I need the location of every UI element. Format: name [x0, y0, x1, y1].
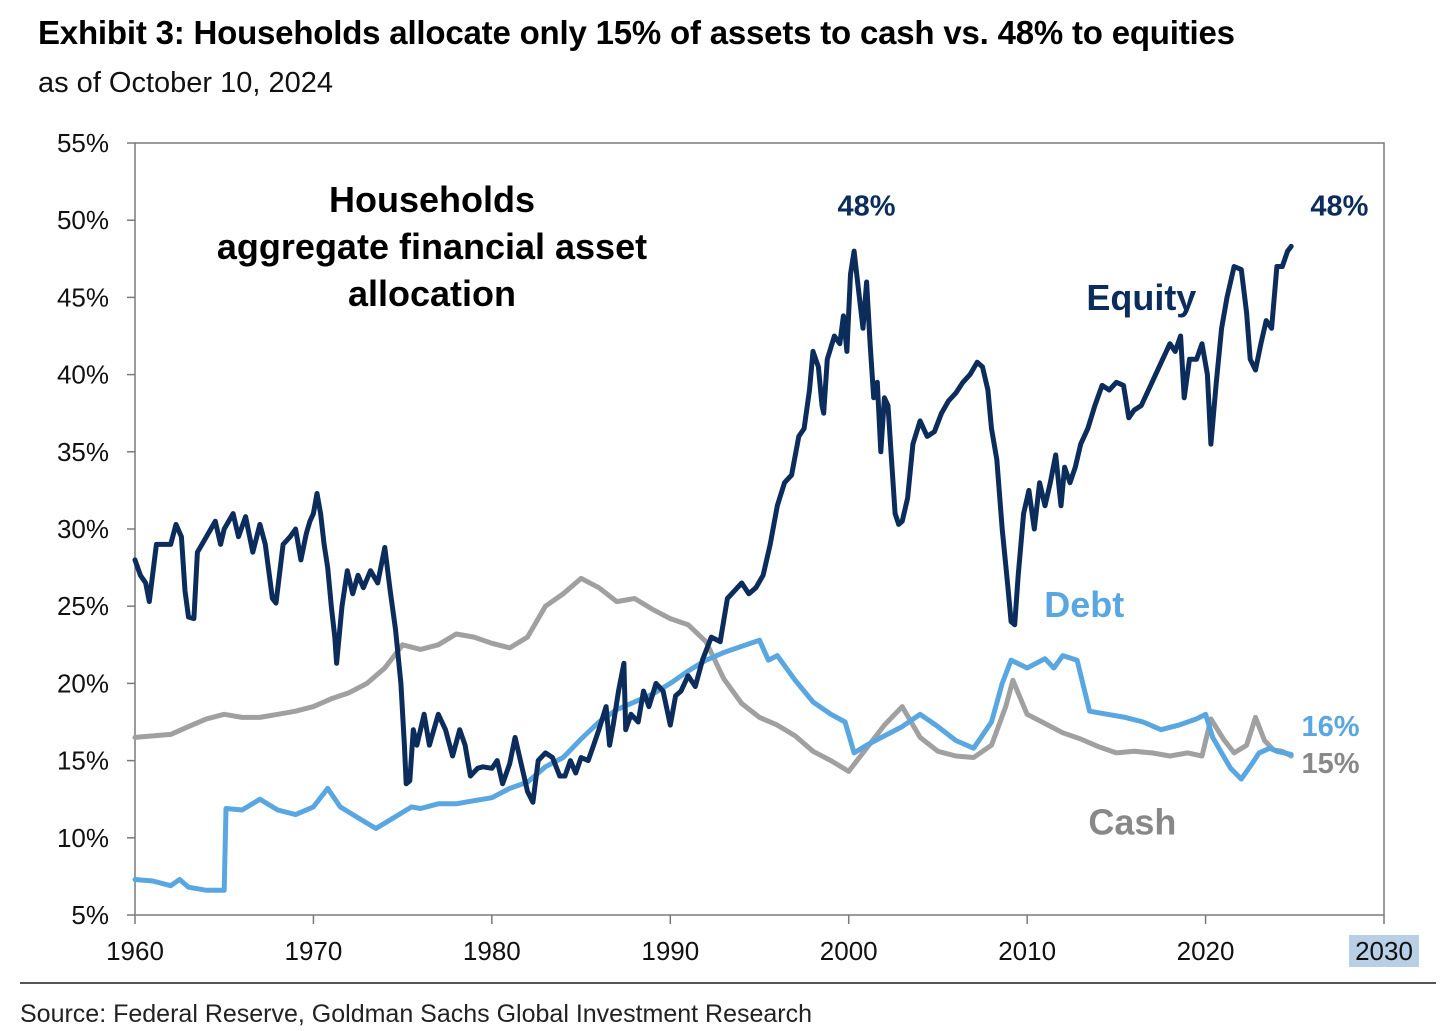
annotation-label: 48% — [1310, 191, 1368, 223]
y-axis: 5% 10% 15% 20% 25% 30% 35% 40% 45% 50% 55% — [57, 128, 135, 930]
annotation-label: Cash — [1088, 802, 1176, 843]
y-tick-label: 55% — [57, 128, 109, 158]
x-axis: 1960 1970 1980 1990 2000 2010 2020 2030 — [106, 915, 1419, 967]
series-layer — [132, 243, 1294, 893]
annotation-label: 15% — [1301, 748, 1359, 780]
x-tick-label: 2010 — [998, 936, 1056, 966]
y-tick-label: 5% — [71, 900, 109, 930]
annotation-label: 16% — [1301, 711, 1359, 743]
x-tick-label: 1990 — [641, 936, 699, 966]
chart-subtitle: as of October 10, 2024 — [38, 67, 334, 99]
chart-title: Exhibit 3: Households allocate only 15% … — [38, 14, 1235, 51]
chart-inner-title-line: Households — [329, 179, 535, 220]
x-tick-label: 2000 — [820, 936, 878, 966]
x-tick-label: 1960 — [106, 936, 164, 966]
series-line-cash — [132, 575, 1294, 774]
source-note: Source: Federal Reserve, Goldman Sachs G… — [20, 1000, 813, 1028]
x-tick-label: 2030 — [1355, 936, 1413, 966]
x-tick-label: 2020 — [1177, 936, 1235, 966]
x-tick-label: 1980 — [463, 936, 521, 966]
annotation-label: Debt — [1044, 584, 1124, 625]
x-tick-highlight — [1349, 935, 1419, 967]
annotation-label: 48% — [838, 191, 896, 223]
y-tick-label: 25% — [57, 591, 109, 621]
series-line-debt — [132, 637, 1294, 893]
series-line-equity — [132, 243, 1294, 805]
source-divider — [20, 982, 1436, 984]
y-tick-label: 35% — [57, 437, 109, 467]
line-chart: 5% 10% 15% 20% 25% 30% 35% 40% 45% 50% 55% 1960 197… — [57, 128, 1419, 967]
x-tick-label: 1970 — [285, 936, 343, 966]
annotation-label: Equity — [1086, 277, 1196, 318]
annotations: 48% 48% Equity Debt 16% 15% Cash — [838, 191, 1369, 843]
y-tick-label: 50% — [57, 205, 109, 235]
y-tick-label: 15% — [57, 746, 109, 776]
y-tick-label: 30% — [57, 514, 109, 544]
chart-inner-title-line: allocation — [348, 273, 516, 314]
y-tick-label: 10% — [57, 823, 109, 853]
y-tick-label: 45% — [57, 282, 109, 312]
chart-inner-title-line: aggregate financial asset — [217, 226, 647, 267]
y-tick-label: 20% — [57, 668, 109, 698]
y-tick-label: 40% — [57, 360, 109, 390]
chart-inner-title: Households aggregate financial asset alloc… — [217, 179, 647, 314]
